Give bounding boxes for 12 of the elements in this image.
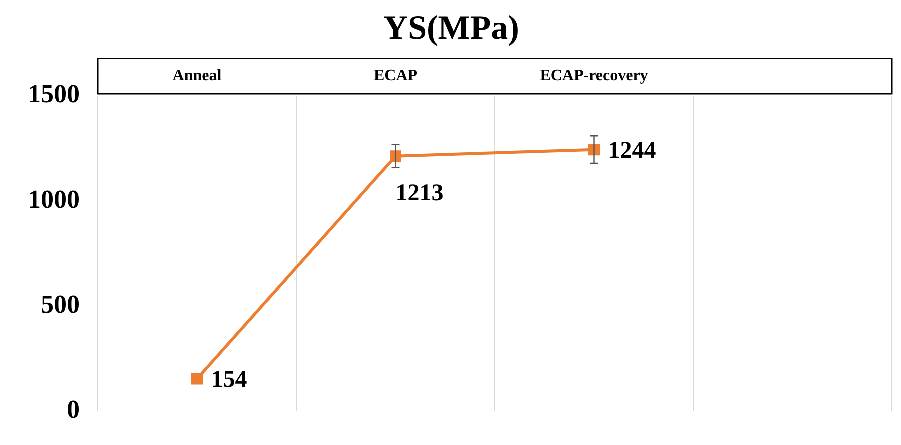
data-label: 154 bbox=[211, 367, 248, 394]
y-tick-label: 0 bbox=[67, 395, 80, 424]
y-tick-label: 1500 bbox=[28, 80, 80, 109]
y-tick-label: 1000 bbox=[28, 184, 80, 214]
data-label: 1213 bbox=[396, 180, 444, 207]
data-label: 1244 bbox=[608, 138, 656, 164]
point bbox=[192, 373, 203, 385]
x-tick-label: Anneal bbox=[172, 68, 222, 85]
x-tick-label: ECAP-recovery bbox=[540, 68, 648, 85]
chart-title: YS(MPa) bbox=[384, 10, 520, 48]
y-tick-label: 500 bbox=[41, 290, 80, 319]
x-tick-label: ECAP bbox=[374, 68, 418, 85]
